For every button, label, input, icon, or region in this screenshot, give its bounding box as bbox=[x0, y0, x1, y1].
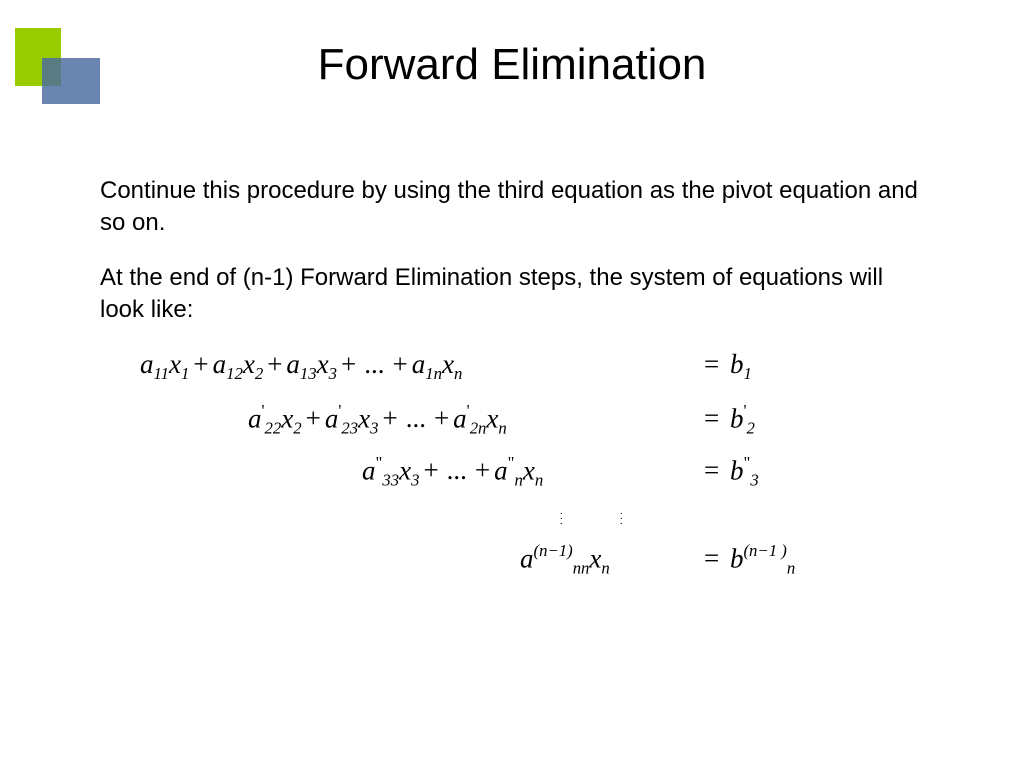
equation-block: a11x1+a12x2+a13x3+...+a1nxn = b1 a'22x2+a'… bbox=[100, 349, 924, 593]
equation-lhs: a"33x3+...+a"nxn bbox=[362, 453, 543, 491]
equation-row-1: a11x1+a12x2+a13x3+...+a1nxn = b1 bbox=[100, 349, 924, 401]
equation-rhs: = b"3 bbox=[700, 453, 759, 491]
equation-row-5: a(n−1)nnxn = b(n−1 )n bbox=[100, 541, 924, 593]
slide-body: Continue this procedure by using the thi… bbox=[100, 175, 924, 593]
equation-rhs: = b'2 bbox=[700, 401, 755, 439]
paragraph-2: At the end of (n-1) Forward Elimination … bbox=[100, 262, 924, 327]
equation-lhs: a'22x2+a'23x3+...+a'2nxn bbox=[248, 401, 507, 439]
equation-rhs: = b(n−1 )n bbox=[700, 541, 795, 579]
slide-title: Forward Elimination bbox=[0, 40, 1024, 90]
equation-lhs: a(n−1)nnxn bbox=[520, 541, 610, 579]
equation-row-2: a'22x2+a'23x3+...+a'2nxn = b'2 bbox=[100, 401, 924, 453]
equation-lhs: a11x1+a12x2+a13x3+...+a1nxn bbox=[140, 349, 462, 384]
equation-row-4: ...... bbox=[100, 505, 924, 541]
vdots-icon: ... bbox=[560, 509, 563, 524]
slide: Forward Elimination Continue this proced… bbox=[0, 0, 1024, 768]
equation-row-3: a"33x3+...+a"nxn = b"3 bbox=[100, 453, 924, 505]
paragraph-1: Continue this procedure by using the thi… bbox=[100, 175, 924, 240]
equation-rhs: = b1 bbox=[700, 349, 752, 384]
vdots-icon: ... bbox=[620, 509, 623, 524]
